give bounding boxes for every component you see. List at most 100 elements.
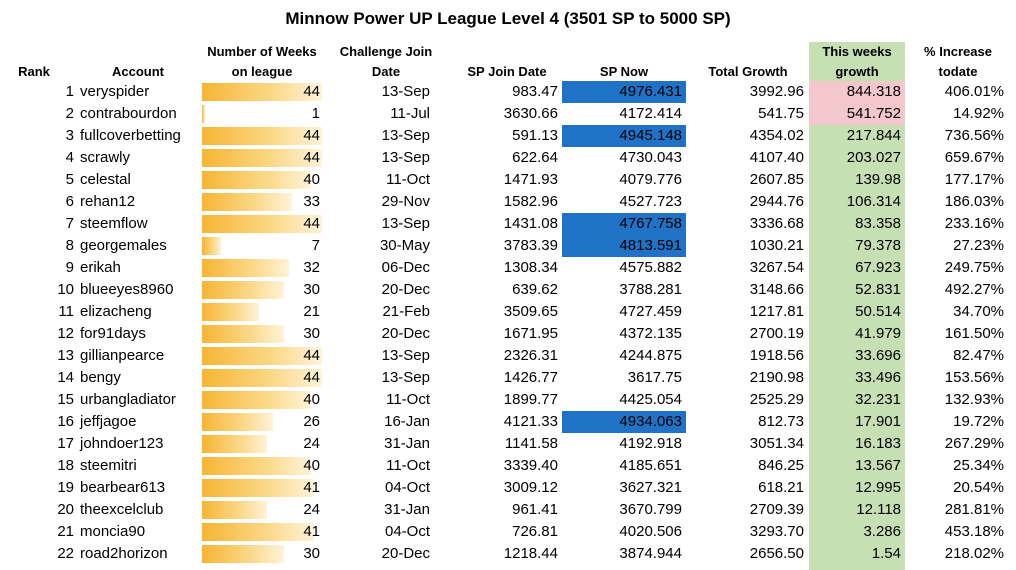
weeks-databar — [202, 391, 311, 409]
weeks-cell: 44 — [202, 147, 322, 169]
rank-cell: 15 — [57, 391, 74, 408]
total-growth-cell: 3267.54 — [749, 259, 804, 276]
account-cell: bearbear613 — [80, 479, 166, 496]
join-date-cell: 11-Jul — [390, 105, 430, 122]
weeks-cell: 40 — [202, 455, 322, 477]
weeks-databar — [202, 369, 322, 387]
account-cell: blueeyes8960 — [80, 281, 174, 298]
sp-join-cell: 1671.95 — [503, 325, 558, 342]
week-growth-value: 79.378 — [855, 237, 901, 254]
table-row: 13 gillianpearce 44 13-Sep 2326.31 4244.875 19… — [0, 345, 1016, 367]
table-row: 17 johndoer123 24 31-Jan 1141.58 4192.918 3051… — [0, 433, 1016, 455]
increase-value: 132.93% — [944, 391, 1004, 408]
weeks-databar — [202, 171, 311, 189]
weeks-databar — [202, 149, 322, 167]
sp-now-cell: 4934.063 — [562, 411, 686, 433]
sp-now-value: 4934.063 — [619, 413, 682, 430]
week-growth-cell: 139.98 — [809, 169, 905, 191]
total-growth-cell: 2700.19 — [749, 325, 804, 342]
sp-now-cell: 4527.723 — [562, 191, 686, 213]
table-row: 9 erikah 32 06-Dec 1308.34 4575.882 3267.54 67.… — [0, 257, 1016, 279]
sp-now-value: 4079.776 — [619, 171, 682, 188]
sp-now-value: 4425.054 — [619, 391, 682, 408]
week-growth-cell: 541.752 — [809, 103, 905, 125]
week-growth-value: 16.183 — [855, 435, 901, 452]
header-week-growth-line2: growth — [835, 64, 879, 79]
total-growth-cell: 4107.40 — [749, 149, 804, 166]
week-growth-value: 12.118 — [856, 501, 901, 518]
league-table: 1 veryspider 44 13-Sep 983.47 4976.431 3992.96… — [0, 81, 1016, 565]
join-date-cell: 21-Feb — [382, 303, 430, 320]
increase-value: 161.50% — [944, 325, 1004, 342]
rank-cell: 7 — [65, 215, 74, 232]
header-sp-join: SP Join Date — [467, 64, 547, 79]
sp-now-cell: 4425.054 — [562, 389, 686, 411]
weeks-value: 40 — [303, 171, 320, 188]
week-growth-value: 203.027 — [846, 149, 901, 166]
rank-cell: 2 — [65, 105, 74, 122]
week-growth-cell: 41.979 — [809, 323, 905, 345]
account-cell: erikah — [80, 259, 121, 276]
increase-value: 406.01% — [944, 83, 1004, 100]
week-growth-cell: 844.318 — [809, 81, 905, 103]
sp-join-cell: 1308.34 — [503, 259, 558, 276]
join-date-cell: 16-Jan — [384, 413, 430, 430]
week-growth-value: 3.286 — [863, 523, 901, 540]
weeks-cell: 30 — [202, 323, 322, 345]
increase-cell: 25.34% — [905, 455, 1010, 477]
sp-now-cell: 4372.135 — [562, 323, 686, 345]
sp-join-cell: 983.47 — [512, 83, 558, 100]
week-growth-cell: 83.358 — [809, 213, 905, 235]
rank-cell: 21 — [57, 523, 74, 540]
header-account: Account — [112, 64, 164, 79]
week-growth-value: 13.567 — [855, 457, 901, 474]
increase-cell: 161.50% — [905, 323, 1010, 345]
total-growth-cell: 1030.21 — [749, 237, 804, 254]
weeks-value: 33 — [303, 193, 320, 210]
sp-now-value: 4727.459 — [619, 303, 682, 320]
header-increase-line1: % Increase — [924, 44, 992, 59]
increase-value: 177.17% — [944, 171, 1004, 188]
header-weeks-line1: Number of Weeks — [207, 44, 317, 59]
increase-value: 19.72% — [953, 413, 1004, 430]
join-date-cell: 30-May — [379, 237, 430, 254]
sp-now-value: 4976.431 — [619, 83, 682, 100]
week-growth-cell: 33.496 — [809, 367, 905, 389]
weeks-cell: 33 — [202, 191, 322, 213]
sp-join-cell: 1431.08 — [503, 215, 558, 232]
header-rank: Rank — [18, 64, 50, 79]
increase-cell: 14.92% — [905, 103, 1010, 125]
table-row: 8 georgemales 7 30-May 3783.39 4813.591 1030.2… — [0, 235, 1016, 257]
increase-cell: 406.01% — [905, 81, 1010, 103]
account-cell: celestal — [80, 171, 131, 188]
weeks-value: 41 — [303, 479, 320, 496]
sp-join-cell: 1471.93 — [503, 171, 558, 188]
sp-join-cell: 1141.58 — [504, 435, 558, 452]
week-growth-cell: 17.901 — [809, 411, 905, 433]
total-growth-cell: 2190.98 — [749, 369, 804, 386]
weeks-databar — [202, 193, 292, 211]
weeks-databar — [202, 501, 267, 519]
weeks-value: 32 — [303, 259, 320, 276]
table-row: 21 moncia90 41 04-Oct 726.81 4020.506 3293.70 3… — [0, 521, 1016, 543]
increase-value: 267.29% — [944, 435, 1004, 452]
sp-now-cell: 3788.281 — [562, 279, 686, 301]
sp-now-value: 4767.758 — [619, 215, 682, 232]
weeks-value: 44 — [303, 149, 320, 166]
header-weeks: Number of Weeks on league — [196, 42, 328, 82]
join-date-cell: 31-Jan — [384, 435, 430, 452]
weeks-databar — [202, 347, 322, 365]
total-growth-cell: 846.25 — [758, 457, 804, 474]
week-growth-value: 106.314 — [846, 193, 901, 210]
total-growth-cell: 2944.76 — [749, 193, 804, 210]
total-growth-cell: 812.73 — [758, 413, 804, 430]
sp-now-value: 4945.148 — [619, 127, 682, 144]
rank-cell: 10 — [57, 281, 74, 298]
weeks-value: 1 — [311, 105, 320, 122]
total-growth-cell: 3293.70 — [749, 523, 804, 540]
week-growth-value: 139.98 — [855, 171, 901, 188]
week-growth-cell: 13.567 — [809, 455, 905, 477]
header-increase-line2: todate — [938, 64, 978, 79]
account-cell: theexcelclub — [80, 501, 164, 518]
weeks-databar — [202, 83, 322, 101]
